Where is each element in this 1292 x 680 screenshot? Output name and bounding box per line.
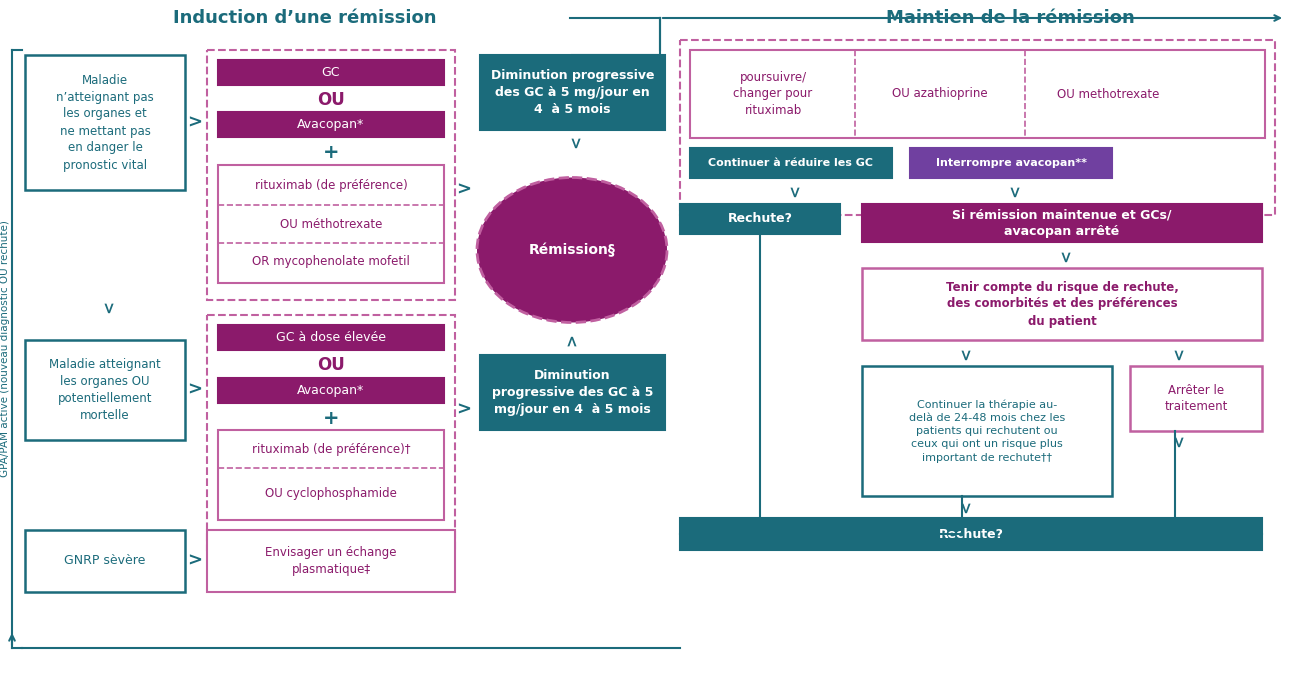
Text: rituximab (de préférence)†: rituximab (de préférence)† <box>252 443 411 456</box>
FancyBboxPatch shape <box>218 378 444 403</box>
Text: GC à dose élevée: GC à dose élevée <box>276 331 386 344</box>
FancyBboxPatch shape <box>207 530 455 592</box>
Text: Si rémission maintenue et GCs/
avacopan arrêté: Si rémission maintenue et GCs/ avacopan … <box>952 208 1172 238</box>
FancyBboxPatch shape <box>690 148 891 178</box>
FancyBboxPatch shape <box>481 355 665 430</box>
Text: Arrêter le
traitement: Arrêter le traitement <box>1164 384 1227 413</box>
FancyBboxPatch shape <box>25 340 185 440</box>
Text: OU: OU <box>317 356 345 374</box>
Text: >: > <box>1054 251 1070 263</box>
Text: >: > <box>187 114 203 132</box>
Text: Rémission§: Rémission§ <box>528 243 615 257</box>
Text: GPA/PAM active (nouveau diagnostic OU rechute): GPA/PAM active (nouveau diagnostic OU re… <box>0 220 10 477</box>
FancyBboxPatch shape <box>25 55 185 190</box>
Text: Induction d’une rémission: Induction d’une rémission <box>173 9 437 27</box>
Text: >: > <box>783 186 798 199</box>
Text: GC: GC <box>322 66 340 79</box>
Text: GNRP sèvère: GNRP sèvère <box>65 554 146 568</box>
Text: rituximab (de préférence): rituximab (de préférence) <box>255 180 407 192</box>
Text: >: > <box>565 137 580 150</box>
Text: Maintien de la rémission: Maintien de la rémission <box>885 9 1134 27</box>
Text: >: > <box>565 334 580 346</box>
FancyBboxPatch shape <box>218 60 444 85</box>
Text: Avacopan*: Avacopan* <box>297 118 364 131</box>
FancyBboxPatch shape <box>680 204 840 234</box>
Text: >: > <box>456 181 472 199</box>
Text: Diminution progressive
des GC à 5 mg/jour en
4  à 5 mois: Diminution progressive des GC à 5 mg/jou… <box>491 69 654 116</box>
Text: >: > <box>1004 186 1018 199</box>
Text: >: > <box>456 401 472 419</box>
Text: Continuer à réduire les GC: Continuer à réduire les GC <box>708 158 873 168</box>
Text: >: > <box>1168 349 1182 361</box>
Text: Rechute?: Rechute? <box>727 212 792 226</box>
Text: OU cyclophosphamide: OU cyclophosphamide <box>265 486 397 500</box>
FancyBboxPatch shape <box>25 530 185 592</box>
FancyBboxPatch shape <box>680 518 1262 550</box>
Text: poursuivre/
changer pour
rituximab: poursuivre/ changer pour rituximab <box>734 71 813 118</box>
Text: >: > <box>955 502 969 514</box>
FancyBboxPatch shape <box>910 148 1112 178</box>
FancyBboxPatch shape <box>862 268 1262 340</box>
FancyBboxPatch shape <box>218 325 444 350</box>
FancyBboxPatch shape <box>690 50 1265 138</box>
Text: OU méthotrexate: OU méthotrexate <box>280 218 382 231</box>
Text: >: > <box>187 381 203 399</box>
FancyBboxPatch shape <box>1130 366 1262 431</box>
FancyBboxPatch shape <box>680 40 1275 215</box>
Text: Tenir compte du risque de rechute,
des comorbités et des préférences
du patient: Tenir compte du risque de rechute, des c… <box>946 280 1178 328</box>
Text: Rechute?: Rechute? <box>938 528 1004 541</box>
Text: OU: OU <box>317 91 345 109</box>
Text: >: > <box>955 349 969 361</box>
Text: Interrompre avacopan**: Interrompre avacopan** <box>935 158 1087 168</box>
FancyBboxPatch shape <box>481 55 665 130</box>
Text: Maladie
n’atteignant pas
les organes et
ne mettant pas
en danger le
pronostic vi: Maladie n’atteignant pas les organes et … <box>56 73 154 171</box>
FancyBboxPatch shape <box>862 204 1262 242</box>
Ellipse shape <box>477 177 667 322</box>
Text: +: + <box>323 409 340 428</box>
Text: Maladie atteignant
les organes OU
potentiellement
mortelle: Maladie atteignant les organes OU potent… <box>49 358 162 422</box>
Text: Diminution
progressive des GC à 5
mg/jour en 4  à 5 mois: Diminution progressive des GC à 5 mg/jou… <box>492 369 654 416</box>
FancyBboxPatch shape <box>218 112 444 137</box>
FancyBboxPatch shape <box>207 50 455 300</box>
Text: >: > <box>1168 436 1182 448</box>
FancyBboxPatch shape <box>218 165 444 283</box>
Text: Avacopan*: Avacopan* <box>297 384 364 397</box>
FancyBboxPatch shape <box>862 366 1112 496</box>
Text: OU azathioprine: OU azathioprine <box>893 88 988 101</box>
Text: >: > <box>97 302 112 314</box>
FancyBboxPatch shape <box>207 315 455 550</box>
Text: Envisager un échange
plasmatique‡: Envisager un échange plasmatique‡ <box>265 546 397 576</box>
Text: Continuer la thérapie au-
delà de 24-48 mois chez les
patients qui rechutent ou
: Continuer la thérapie au- delà de 24-48 … <box>908 399 1065 462</box>
FancyBboxPatch shape <box>218 430 444 520</box>
Text: >: > <box>187 552 203 570</box>
Text: +: + <box>323 143 340 162</box>
Text: OU methotrexate: OU methotrexate <box>1057 88 1159 101</box>
Text: OR mycophenolate mofetil: OR mycophenolate mofetil <box>252 256 410 269</box>
